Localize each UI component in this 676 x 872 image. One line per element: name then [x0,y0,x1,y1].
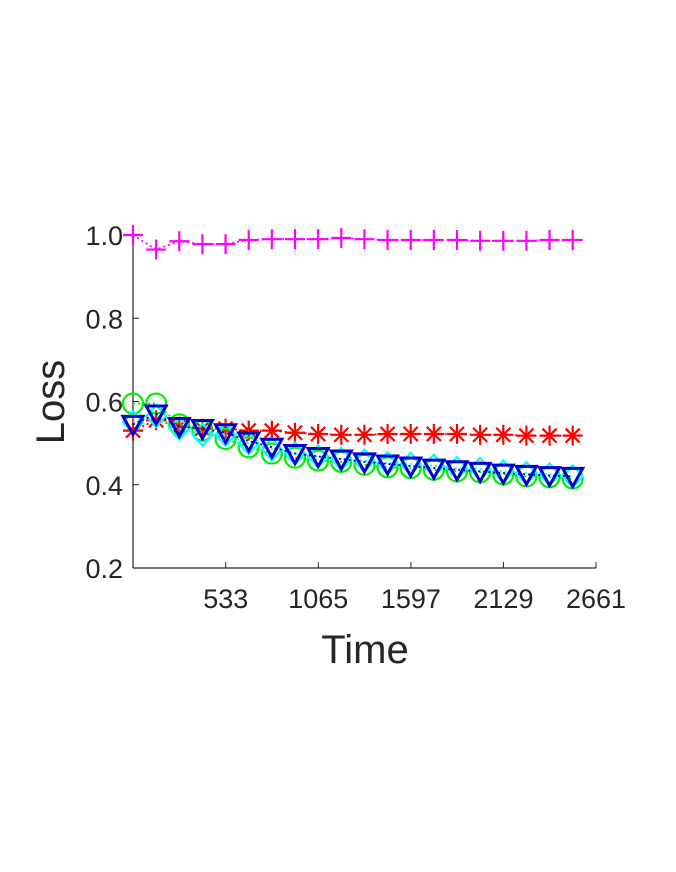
data-point-triangle-down [120,414,146,438]
x-tick-label: 533 [203,584,248,614]
y-tick-label: 0.4 [85,471,123,501]
data-point-triangle-down [444,460,470,483]
data-point-asterisk [308,423,329,444]
data-point-circle [237,436,260,459]
data-point-asterisk [539,425,560,446]
marker-asterisk-stroke [518,427,535,444]
data-point-plus [516,230,537,251]
data-point-circle [307,449,330,472]
data-point-asterisk [562,425,583,446]
marker-asterisk-stroke [495,426,512,443]
data-point-triangle-down [421,458,447,482]
data-point-triangle-down [189,419,215,442]
data-point-triangle-down [351,452,377,475]
data-point-plus [238,229,259,250]
marker-asterisk-stroke [564,427,581,444]
data-point-triangle-down [282,444,308,467]
data-point-asterisk [423,423,444,444]
data-point-plus [562,229,583,250]
data-point-asterisk [377,423,398,444]
data-point-asterisk [446,423,467,444]
x-tick-label: 2661 [566,584,626,614]
data-point-triangle-down [490,463,516,487]
data-point-triangle-down [560,466,586,490]
data-point-triangle-down [398,456,424,480]
marker-asterisk-stroke [402,426,419,442]
data-point-triangle-down [536,466,563,489]
marker-asterisk-stroke [310,426,326,442]
x-tick-label: 2129 [473,584,533,614]
marker-asterisk-stroke [541,427,558,444]
x-tick-label: 1597 [381,584,441,614]
data-point-triangle-down [259,437,285,461]
marker-asterisk-stroke [333,426,350,443]
data-point-plus [354,229,375,250]
y-tick-label: 1.0 [85,221,123,251]
data-point-triangle-down [236,431,262,455]
data-point-triangle-down [375,454,401,478]
data-point-plus [331,227,352,248]
marker-asterisk-stroke [425,426,442,442]
marker-asterisk-stroke [472,426,488,443]
series-layer [120,225,586,490]
marker-asterisk-stroke [287,424,303,441]
data-point-plus [446,229,467,250]
data-point-triangle-down [305,446,331,470]
data-point-circle [121,392,145,415]
data-point-asterisk [516,425,537,446]
marker-asterisk-stroke [449,426,465,442]
data-point-circle [260,442,283,465]
data-point-triangle-down [328,449,354,473]
data-point-plus [539,229,560,250]
data-point-plus [400,229,421,250]
series-plus [123,225,583,260]
series-triangle-down [120,404,586,490]
data-point-plus [261,229,282,250]
y-tick-label: 0.6 [85,388,123,418]
x-axis-label: Time [321,628,408,672]
data-point-asterisk [470,424,491,445]
y-axis-label: Loss [29,360,73,445]
data-point-asterisk [331,424,352,445]
data-point-plus [146,239,167,260]
data-point-asterisk [284,422,305,443]
data-point-asterisk [400,423,421,444]
data-point-plus [123,225,143,245]
data-point-asterisk [493,424,514,445]
data-point-plus [215,234,236,255]
data-point-circle [283,446,307,469]
data-point-plus [169,231,190,252]
data-point-plus [284,229,305,250]
data-point-plus [308,229,329,250]
series-line [132,234,573,251]
marker-asterisk-stroke [379,426,396,442]
data-point-plus [493,230,514,251]
data-point-diamond [190,422,214,448]
marker-asterisk-stroke [263,422,280,439]
y-tick-label: 0.2 [85,554,123,584]
y-tick-label: 0.8 [85,304,123,334]
marker-asterisk-stroke [356,426,373,443]
data-point-triangle-down [467,461,493,485]
data-point-triangle-down [513,464,539,488]
data-point-circle [214,427,237,451]
axes [132,235,596,569]
data-point-plus [423,229,444,250]
data-point-triangle-down [143,404,169,428]
series-line [132,412,573,478]
data-point-plus [377,229,398,250]
ticks: 533 1065 1597 2129 2661 0.2 0.4 0.6 0.8 1.0 [85,221,626,614]
data-point-asterisk [354,424,375,445]
data-point-plus [470,230,491,251]
data-point-plus [192,234,213,255]
data-point-triangle-down [213,423,239,446]
marker-asterisk-stroke [194,420,211,437]
data-point-triangle-down [166,416,192,440]
x-tick-label: 1065 [288,584,348,614]
